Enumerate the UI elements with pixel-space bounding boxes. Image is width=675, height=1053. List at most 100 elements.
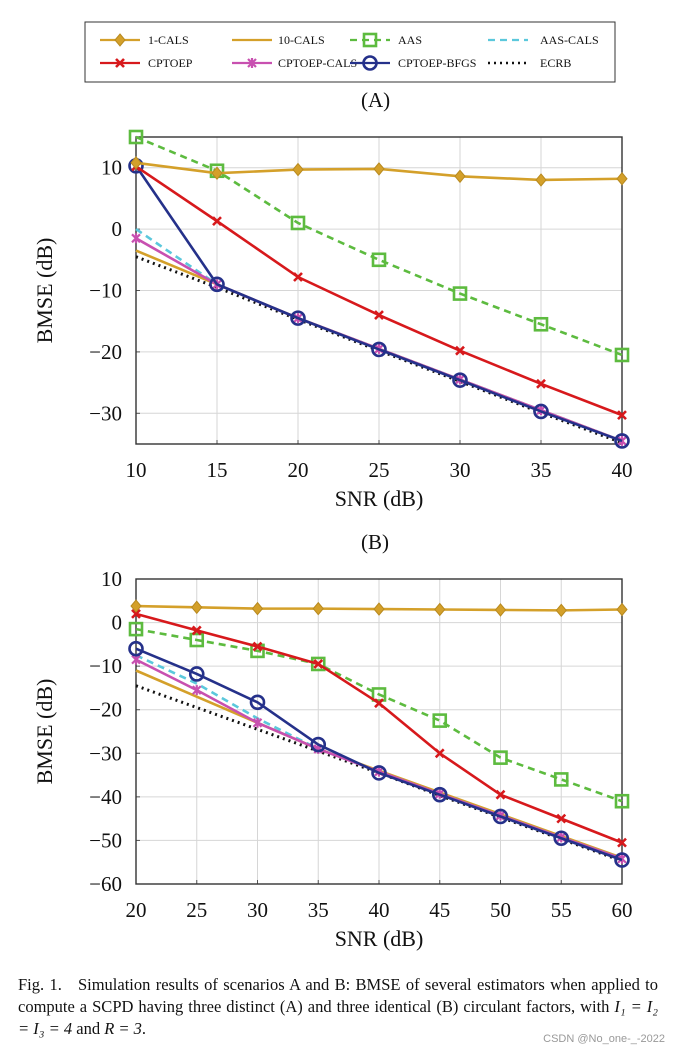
data-point	[495, 789, 506, 800]
y-axis-label: BMSE (dB)	[32, 679, 57, 785]
data-point	[556, 813, 567, 824]
data-point	[434, 602, 446, 617]
legend-label: AAS-CALS	[540, 33, 599, 47]
x-tick-label: 25	[369, 458, 390, 482]
x-axis-label: SNR (dB)	[335, 486, 424, 511]
x-tick-label: 40	[612, 458, 633, 482]
data-point	[128, 129, 144, 145]
data-point	[252, 641, 263, 652]
legend-label: AAS	[398, 33, 422, 47]
figure-caption: Fig. 1. Simulation results of scenarios …	[18, 974, 658, 1040]
data-point	[211, 166, 223, 181]
data-point	[128, 621, 144, 637]
data-point	[454, 169, 466, 184]
series-cptoep-bfgs	[128, 158, 630, 449]
x-tick-label: 20	[288, 458, 309, 482]
data-point	[292, 162, 304, 177]
data-point	[252, 717, 263, 728]
y-tick-label: −30	[89, 741, 122, 765]
caption-math2: R = 3	[104, 1019, 142, 1038]
legend-item-aas-cals: AAS-CALS	[488, 33, 599, 47]
legend-label: CPTOEP-BFGS	[398, 56, 476, 70]
data-point	[371, 765, 387, 781]
data-point	[533, 403, 549, 420]
data-point	[188, 666, 205, 682]
x-tick-label: 20	[126, 898, 147, 922]
legend-marker-star-icon	[247, 58, 257, 68]
watermark: CSDN @No_one-_-2022	[543, 1033, 665, 1045]
data-point	[371, 341, 387, 358]
legend-box	[84, 21, 616, 83]
data-point	[431, 786, 448, 803]
chart-b: (B) 20 25 30 35 40 45 50 55 60 −60 −50 −40 −30 −20 −10 0…	[32, 530, 633, 951]
y-tick-label: 10	[101, 156, 122, 180]
y-tick-label: 0	[112, 217, 123, 241]
legend-label: 1-CALS	[148, 33, 189, 47]
x-tick-label: 30	[450, 458, 471, 482]
y-tick-label: −10	[89, 279, 122, 303]
data-point	[432, 713, 448, 728]
data-point	[310, 656, 326, 672]
data-point	[209, 276, 225, 293]
data-point	[533, 316, 549, 332]
data-point	[535, 173, 547, 187]
data-point	[131, 608, 141, 619]
data-point	[293, 272, 303, 282]
legend-item-10-cals: 10-CALS	[232, 33, 325, 47]
data-point	[212, 216, 222, 227]
legend-item-aas: AAS	[350, 32, 422, 48]
legend-item-cptoep: CPTOEP	[100, 56, 193, 70]
data-point	[614, 347, 630, 363]
series-cptoep	[131, 161, 627, 421]
data-point	[313, 659, 324, 669]
data-point	[494, 603, 507, 617]
data-point	[434, 748, 445, 759]
data-point	[553, 830, 570, 847]
legend: 1-CALS 10-CALS AAS AAS-CALS CPTOEP CPTOEP-CAL…	[84, 21, 616, 83]
legend-label: CPTOEP-CALS	[278, 56, 357, 70]
caption-end: .	[141, 1019, 147, 1038]
series-cptoep	[131, 608, 627, 848]
data-point	[492, 808, 509, 825]
panel-label: (B)	[361, 530, 389, 554]
data-point	[374, 698, 384, 709]
x-tick-label: 30	[247, 898, 268, 922]
x-tick-label: 45	[429, 898, 450, 922]
plot-area-frame	[135, 136, 623, 445]
legend-marker-diamond-icon	[114, 33, 126, 47]
data-point	[553, 772, 569, 787]
data-point	[249, 694, 266, 711]
data-point	[251, 601, 264, 616]
caption-and: and	[72, 1019, 105, 1038]
caption-text: Simulation results of scenarios A and B:…	[18, 975, 659, 1016]
data-point	[614, 852, 630, 868]
caption-prefix: Fig. 1.	[18, 975, 62, 994]
data-point	[130, 599, 142, 613]
data-point	[452, 286, 468, 301]
data-point	[373, 602, 385, 616]
x-tick-label: 40	[369, 898, 390, 922]
x-tick-label: 15	[207, 458, 228, 482]
series-1-cals	[130, 156, 628, 187]
data-point	[191, 600, 203, 615]
y-axis-label: BMSE (dB)	[32, 238, 57, 344]
series-line	[135, 647, 623, 862]
x-tick-label: 25	[186, 898, 207, 922]
y-tick-label: −60	[89, 872, 122, 896]
data-point	[373, 162, 385, 176]
legend-marker-circle-icon	[362, 55, 378, 71]
legend-marker-square-icon	[362, 32, 378, 48]
series-1-cals	[130, 599, 628, 618]
legend-label: CPTOEP	[148, 56, 193, 70]
data-point	[617, 410, 627, 421]
data-point	[616, 171, 628, 186]
series-cptoep-bfgs	[128, 640, 630, 868]
panel-label: (A)	[361, 88, 390, 112]
x-tick-label: 10	[126, 458, 147, 482]
legend-item-1-cals: 1-CALS	[100, 33, 189, 47]
data-point	[614, 433, 630, 449]
series-line	[134, 165, 623, 443]
legend-item-cptoep-cals: CPTOEP-CALS	[232, 56, 357, 70]
legend-item-ecrb: ECRB	[488, 56, 571, 70]
